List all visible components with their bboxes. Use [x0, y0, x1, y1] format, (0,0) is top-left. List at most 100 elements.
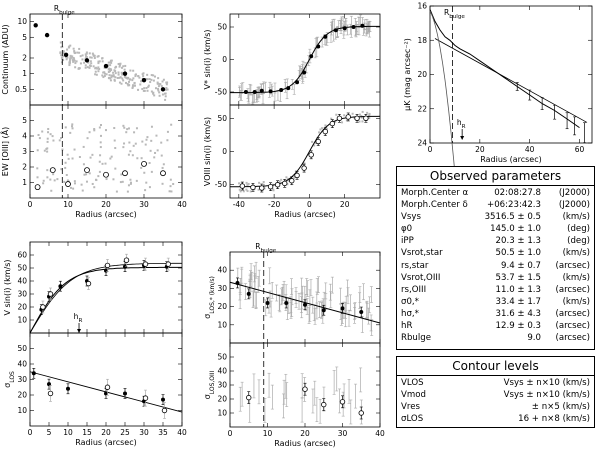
data-point-gray	[107, 61, 110, 64]
data-point-open	[142, 261, 149, 267]
data-point-gray	[101, 57, 104, 60]
data-point-gray	[120, 66, 123, 69]
data-point-gray	[318, 131, 321, 134]
x-tick-label: 40	[375, 429, 385, 438]
x-tick-label: 0	[28, 428, 33, 437]
data-point-gray	[68, 61, 71, 64]
data-point-gray	[134, 75, 137, 78]
data-point-open	[103, 171, 109, 178]
data-point-gray	[145, 78, 148, 81]
parameter-label: rs,OIII	[401, 284, 427, 295]
data-point-gray	[148, 186, 151, 189]
data-point-gray	[94, 73, 97, 76]
data-point-gray	[113, 78, 116, 81]
data-point-gray	[131, 79, 134, 82]
data-point-gray	[65, 56, 68, 59]
parameter-row: Morph.Center α 02:08:27.8 (J2000)	[397, 187, 594, 199]
parameter-row: Morph.Center δ +06:23:42.3 (J2000)	[397, 199, 594, 211]
data-point-gray	[42, 179, 45, 182]
y-tick-label: -50	[215, 180, 227, 189]
data-point-gray	[110, 76, 113, 79]
data-point-gray	[164, 95, 167, 98]
data-point-gray	[58, 139, 61, 142]
data-point-gray	[112, 74, 115, 77]
data-point-gray	[62, 50, 65, 53]
y-tick-label: 3	[22, 147, 27, 156]
data-point-gray	[125, 76, 128, 79]
data-point-gray	[93, 54, 96, 57]
data-point-gray	[92, 65, 95, 68]
data-point-gray	[351, 112, 354, 115]
data-point-gray	[366, 111, 369, 114]
data-point-gray	[73, 52, 76, 55]
bulge-model-curve	[429, 10, 456, 174]
data-point	[235, 280, 240, 285]
data-point-gray	[143, 89, 146, 92]
data-point-gray	[67, 157, 70, 160]
contour-levels-title: Contour levels	[452, 359, 539, 373]
data-point-gray	[148, 78, 151, 81]
data-point-open	[308, 152, 314, 158]
data-point	[286, 86, 291, 91]
parameter-label: σ0,*	[401, 296, 419, 307]
data-point-gray	[133, 84, 136, 87]
parameter-value: 50.5 ± 1.0	[495, 248, 541, 259]
bulge-label: Rbulge	[255, 242, 276, 254]
parameter-label: Rbulge	[401, 333, 432, 344]
data-point-open	[47, 291, 54, 297]
table-divider	[397, 185, 594, 186]
data-point-open	[122, 170, 128, 177]
data-point-gray	[147, 85, 150, 88]
parameter-value: 31.6 ± 4.3	[495, 308, 541, 319]
data-point-gray	[49, 178, 52, 181]
data-point-gray	[108, 76, 111, 79]
data-point-gray	[46, 137, 49, 140]
data-point-gray	[149, 81, 152, 84]
data-point-gray	[246, 190, 249, 193]
x-tick-label: 10	[63, 200, 73, 209]
data-point-gray	[144, 143, 147, 146]
data-point-gray	[121, 180, 124, 183]
y-tick-label: 18	[417, 36, 427, 45]
parameter-unit: (deg)	[567, 224, 590, 235]
data-point-gray	[165, 83, 168, 86]
contour-row: Vres ± n×5 (km/s)	[397, 401, 594, 413]
data-point-gray	[98, 160, 101, 163]
data-point-gray	[153, 75, 156, 78]
data-point-gray	[126, 190, 129, 193]
data-point-gray	[41, 130, 44, 133]
data-point-gray	[115, 65, 118, 68]
data-point-gray	[361, 120, 364, 123]
data-point-gray	[135, 179, 138, 182]
data-point	[259, 88, 264, 93]
data-point	[279, 88, 284, 93]
data-point-open	[161, 407, 168, 414]
data-point-gray	[127, 184, 130, 187]
data-point-gray	[101, 60, 104, 63]
data-point-open	[315, 138, 321, 145]
data-point-gray	[99, 134, 102, 137]
data-point-gray	[127, 84, 130, 87]
data-point-gray	[358, 120, 361, 123]
data-point	[340, 306, 345, 311]
y-axis-label: μK (mag arcsec⁻²)	[403, 38, 412, 111]
data-point-open	[160, 170, 166, 177]
data-point-open	[301, 165, 307, 171]
data-point-gray	[109, 77, 112, 80]
data-point	[31, 371, 36, 376]
data-point-gray	[36, 149, 39, 152]
y-tick-label: 10	[217, 320, 227, 329]
data-point-gray	[139, 83, 142, 86]
data-point-gray	[69, 57, 72, 60]
parameter-row: σ0,* 33.4 ± 1.7 (km/s)	[397, 296, 594, 308]
data-point	[316, 44, 321, 49]
x-tick-label: 15	[82, 428, 92, 437]
data-point-gray	[51, 135, 54, 138]
parameter-label: hσ,*	[401, 308, 419, 319]
data-point-gray	[71, 157, 74, 160]
data-point-gray	[157, 85, 160, 88]
data-point-gray	[120, 71, 123, 74]
data-point-gray	[75, 60, 78, 63]
data-point-gray	[109, 79, 112, 82]
data-point-gray	[78, 155, 81, 158]
